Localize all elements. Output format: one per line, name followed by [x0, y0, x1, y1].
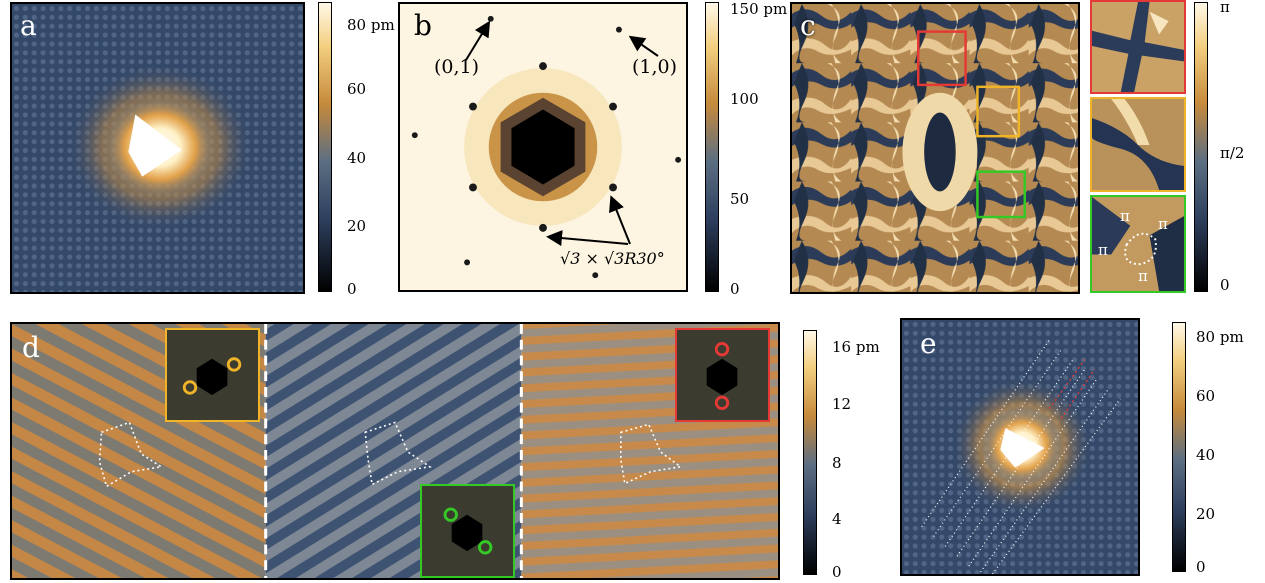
phase-label: π	[1120, 207, 1130, 225]
colorbar-b-tick: 0	[730, 280, 740, 298]
phase-label: π	[1158, 215, 1168, 233]
colorbar-d-tick: 12	[832, 395, 852, 413]
superstructure-label: √3 × √3R30°	[560, 249, 665, 268]
zoom-inset-yellow	[1090, 97, 1186, 192]
colorbar-c	[1194, 2, 1208, 292]
panel-a-stm-topography: a	[10, 2, 305, 294]
filtered-images-d	[12, 324, 778, 578]
panel-b-fourier-transform: b (0,1) (1,0) √3 × √3R30°	[398, 2, 688, 292]
colorbar-d-tick: 16 pm	[832, 338, 880, 356]
panel-label-b: b	[414, 9, 432, 42]
panel-label-a: a	[20, 9, 37, 42]
fft-image-b	[400, 4, 686, 290]
colorbar-e-tick: 20	[1196, 505, 1216, 523]
colorbar-a-tick: 20	[347, 217, 367, 235]
colorbar-c-tick: π/2	[1220, 144, 1245, 162]
panel-d-filtered-maps: d	[10, 322, 780, 580]
spot-label-01: (0,1)	[434, 56, 480, 78]
fft-inset-yellow	[165, 328, 260, 422]
colorbar-e	[1172, 322, 1186, 572]
colorbar-d-tick: 0	[832, 563, 842, 581]
zoom-inset-red	[1090, 0, 1186, 94]
colorbar-e-tick: 0	[1196, 558, 1206, 576]
stm-image-e	[902, 320, 1138, 574]
colorbar-d-tick: 8	[832, 454, 842, 472]
colorbar-b-tick: 50	[730, 190, 750, 208]
stm-image-a	[12, 4, 303, 292]
colorbar-c-tick: 0	[1220, 276, 1230, 294]
colorbar-e-tick: 40	[1196, 446, 1216, 464]
colorbar-a-tick: 0	[347, 280, 357, 298]
region-box-yellow	[976, 85, 1021, 138]
annotation-arrows	[465, 20, 659, 247]
colorbar-a-tick: 80 pm	[347, 16, 395, 34]
colorbar-b	[705, 2, 719, 292]
phase-label: π	[1098, 241, 1108, 259]
colorbar-e-tick: 60	[1196, 387, 1216, 405]
colorbar-b-tick: 100	[730, 90, 759, 108]
region-box-green	[976, 170, 1026, 219]
phase-label: π	[1138, 267, 1148, 285]
colorbar-e-tick: 80 pm	[1196, 328, 1244, 346]
fft-inset-green	[420, 484, 515, 578]
colorbar-c-tick: π	[1220, 0, 1230, 16]
panel-label-e: e	[920, 327, 937, 360]
colorbar-d	[803, 330, 817, 575]
panel-label-c: c	[800, 9, 816, 42]
spot-label-10: (1,0)	[632, 56, 678, 78]
region-box-red	[917, 30, 967, 87]
colorbar-d-tick: 4	[832, 510, 842, 528]
fft-inset-red	[675, 328, 770, 422]
colorbar-b-tick: 150 pm	[730, 0, 788, 18]
colorbar-a	[318, 2, 332, 292]
panel-label-d: d	[22, 331, 40, 364]
colorbar-a-tick: 60	[347, 80, 367, 98]
panel-e-stm-with-lines: e	[900, 318, 1140, 576]
phase-image-c	[792, 4, 1078, 292]
panel-c-phase-map: c	[790, 2, 1080, 294]
colorbar-a-tick: 40	[347, 149, 367, 167]
zoom-inset-green: π π π π	[1090, 195, 1186, 293]
